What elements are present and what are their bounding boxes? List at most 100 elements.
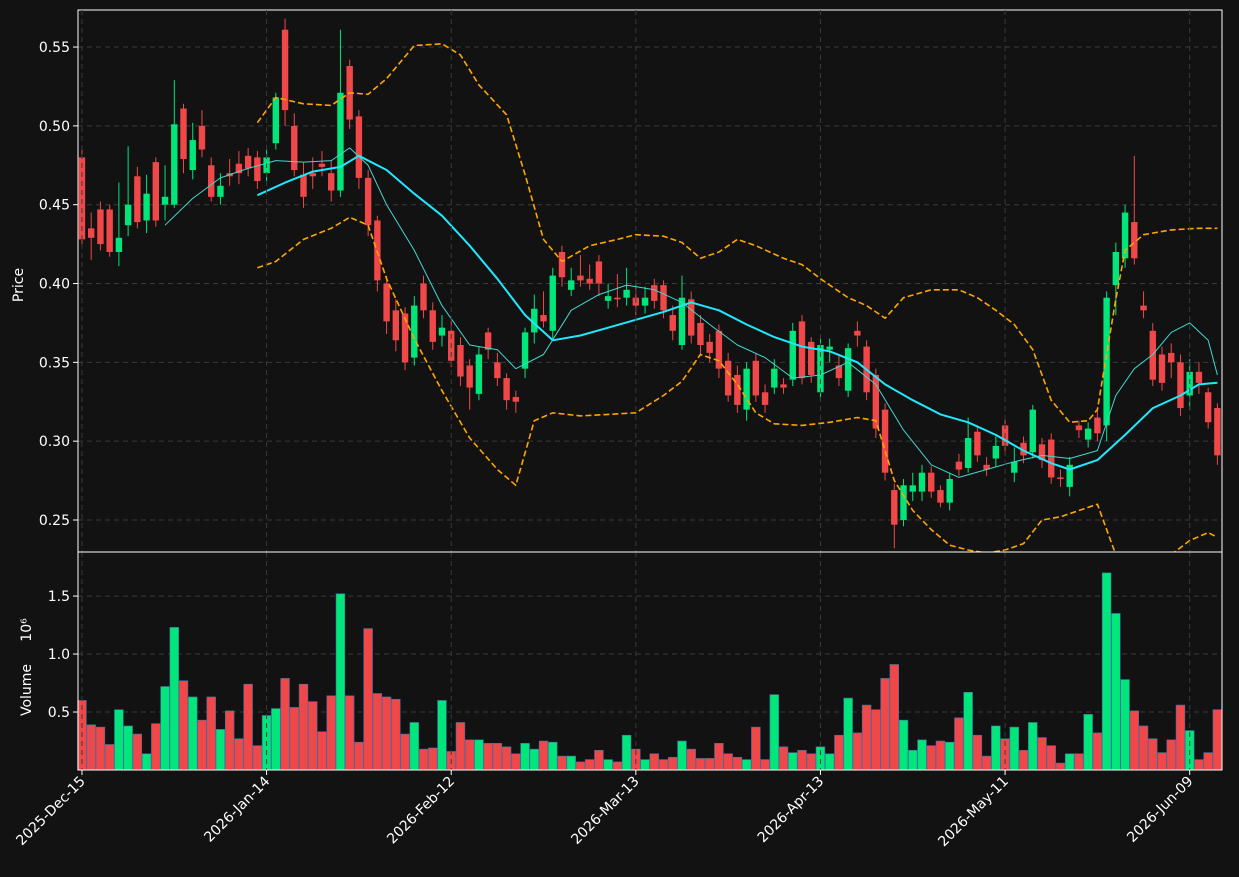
volume-bar — [584, 759, 595, 771]
volume-bar — [271, 708, 281, 771]
volume-bar — [428, 747, 438, 771]
candle-body — [854, 330, 861, 336]
volume-bar — [1046, 745, 1056, 771]
volume-bar — [280, 678, 290, 771]
volume-bar — [1092, 732, 1103, 771]
volume-bar — [1101, 572, 1112, 771]
volume-bar — [612, 761, 623, 771]
volume-bar — [151, 723, 161, 771]
panel: 0.25 0.30 0.35 0.40 0.45 0.50 0.55 — [39, 40, 1222, 529]
volume-bar — [1129, 710, 1140, 771]
y-tick-label: 0.35 — [39, 355, 70, 371]
candle-body — [512, 397, 520, 402]
candle-body — [937, 490, 944, 503]
volume-bar — [1203, 752, 1213, 771]
candle-body — [549, 275, 556, 331]
y-tick-label: 0.30 — [39, 434, 70, 450]
volume-bar — [732, 756, 743, 771]
candle-body — [964, 438, 972, 468]
volume-bar — [437, 700, 447, 771]
volume-bar — [824, 753, 835, 771]
candle-body — [1084, 428, 1092, 440]
overlay-lines — [78, 18, 1221, 552]
volume-bar — [243, 683, 253, 771]
y-tick-label: 0.40 — [39, 277, 70, 293]
band-line — [256, 43, 1218, 424]
candle-body — [817, 345, 824, 393]
candle-body — [1066, 464, 1073, 487]
volume-bar — [566, 755, 576, 771]
candle-body — [1038, 444, 1046, 461]
volume-bar — [123, 725, 133, 771]
volume-bar — [169, 627, 179, 771]
volume-bar — [1194, 759, 1204, 771]
volume-bar — [871, 709, 881, 771]
candle-body — [568, 280, 575, 290]
moving-average-line — [164, 147, 1218, 478]
volume-bar — [1037, 737, 1047, 771]
volume-bar — [317, 731, 327, 771]
volume-bar — [640, 759, 650, 771]
candle-body — [106, 209, 113, 252]
y-tick-label: 1.5 — [48, 589, 70, 605]
candle-body — [217, 185, 224, 197]
candle-body — [429, 310, 436, 342]
candle-body — [78, 157, 86, 240]
volume-bar — [769, 694, 779, 771]
volume-bar — [935, 740, 946, 771]
candle-body — [540, 315, 547, 322]
volume-bar — [898, 719, 909, 771]
volume-bar — [760, 759, 770, 771]
volume-bar — [1009, 726, 1020, 771]
volume-bar — [548, 741, 558, 771]
volume-bar — [354, 741, 364, 771]
candle-body — [604, 296, 612, 301]
candle-body — [531, 308, 538, 333]
volume-bar — [778, 746, 789, 771]
candle-body — [983, 464, 990, 470]
candle-body — [309, 173, 316, 177]
volume-bar — [474, 739, 484, 771]
volume-bar — [843, 697, 853, 771]
y-tick-label: 0.55 — [39, 40, 70, 56]
volume-bar — [926, 745, 936, 771]
candle-body — [484, 332, 492, 350]
candle-body — [503, 378, 510, 401]
candle-body — [586, 278, 593, 284]
volume-bar — [704, 758, 715, 771]
candle-body — [300, 174, 307, 197]
volume-bar — [954, 717, 964, 771]
candle-body — [909, 485, 916, 492]
candle-body — [724, 360, 732, 396]
volume-bar — [409, 722, 419, 771]
candle-body — [678, 297, 686, 346]
volume-bar — [492, 743, 503, 771]
candle-body — [1204, 392, 1212, 423]
candle-body — [161, 196, 169, 205]
candle-body — [826, 346, 833, 350]
volume-bar — [668, 756, 678, 771]
volume-bar — [603, 759, 613, 771]
candle-body — [1158, 354, 1166, 383]
volume-bar — [944, 741, 955, 771]
volume-bar — [215, 729, 226, 771]
volume-bar — [1120, 679, 1130, 771]
candle-body — [171, 124, 178, 205]
candle-body — [318, 163, 326, 167]
volume-bar — [1018, 749, 1029, 771]
volume-bar — [1074, 753, 1084, 771]
candle-body — [411, 305, 418, 358]
candle-body — [521, 332, 529, 369]
candle-body — [1011, 461, 1018, 473]
candle-body — [974, 431, 981, 456]
band-line — [257, 216, 1218, 552]
volume-bar — [335, 593, 346, 771]
candle-body — [401, 313, 409, 363]
candle-body — [1094, 417, 1101, 434]
volume-bar — [797, 749, 807, 771]
volume-bar — [114, 709, 124, 771]
candle-body — [383, 283, 390, 322]
candle-body — [835, 365, 843, 379]
volume-bar — [788, 752, 798, 771]
